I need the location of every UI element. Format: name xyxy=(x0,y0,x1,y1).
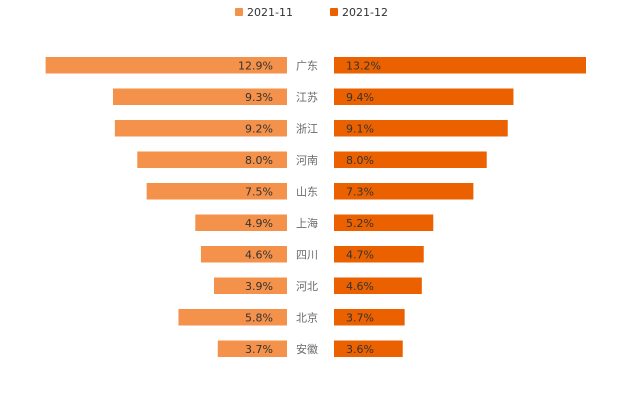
value-label-2021-12-row-9: 3.6% xyxy=(346,343,374,356)
category-label-row-1: 江苏 xyxy=(296,91,318,104)
value-label-2021-11-row-1: 9.3% xyxy=(245,91,273,104)
bar-2021-11-row-4 xyxy=(146,183,287,200)
category-label-row-8: 北京 xyxy=(296,310,318,324)
legend-label-2021-12: 2021-12 xyxy=(342,6,388,19)
value-label-2021-12-row-3: 8.0% xyxy=(346,154,374,167)
value-label-2021-11-row-7: 3.9% xyxy=(245,280,273,293)
bar-2021-11-row-8 xyxy=(178,309,287,326)
value-label-2021-12-row-8: 3.7% xyxy=(346,311,374,324)
bar-2021-11-row-2 xyxy=(114,120,288,137)
value-label-2021-11-row-5: 4.9% xyxy=(245,217,273,230)
category-label-row-0: 广东 xyxy=(296,59,318,72)
bar-2021-12-row-1 xyxy=(334,88,514,105)
value-label-2021-12-row-0: 13.2% xyxy=(346,59,381,72)
bar-2021-12-row-9 xyxy=(334,340,403,357)
bar-2021-12-row-8 xyxy=(334,309,405,326)
category-label-row-5: 上海 xyxy=(296,216,318,230)
bar-2021-11-row-3 xyxy=(137,151,287,168)
value-label-2021-12-row-1: 9.4% xyxy=(346,91,374,104)
value-label-2021-12-row-2: 9.1% xyxy=(346,122,374,135)
value-label-2021-12-row-6: 4.7% xyxy=(346,248,374,261)
bar-2021-11-row-9 xyxy=(217,340,287,357)
value-label-2021-12-row-5: 5.2% xyxy=(346,217,374,230)
bar-2021-12-row-5 xyxy=(334,214,434,231)
category-label-row-4: 山东 xyxy=(296,185,318,198)
bar-2021-11-row-1 xyxy=(112,88,288,105)
value-label-2021-11-row-8: 5.8% xyxy=(245,311,273,324)
bar-2021-12-row-4 xyxy=(334,183,474,200)
bar-2021-12-row-7 xyxy=(334,277,422,294)
value-label-2021-11-row-2: 9.2% xyxy=(245,122,273,135)
bar-2021-12-row-0 xyxy=(334,57,586,74)
value-label-2021-11-row-9: 3.7% xyxy=(245,343,273,356)
category-label-row-7: 河北 xyxy=(296,280,318,293)
bar-2021-12-row-6 xyxy=(334,246,424,263)
value-label-2021-11-row-4: 7.5% xyxy=(245,185,273,198)
bar-2021-11-row-0 xyxy=(45,57,288,74)
legend-label-2021-11: 2021-11 xyxy=(247,6,293,19)
value-label-2021-11-row-0: 12.9% xyxy=(238,59,273,72)
value-label-2021-11-row-3: 8.0% xyxy=(245,154,273,167)
plot-area: 12.9% 广东 13.2% 9.3% 江苏 9.4% 9.2% 浙江 9.1% 8.0% 河南 8.… xyxy=(45,57,586,357)
bar-2021-12-row-2 xyxy=(334,120,508,137)
legend-swatch-2021-12 xyxy=(330,8,338,16)
category-label-row-3: 河南 xyxy=(296,154,318,167)
value-label-2021-12-row-7: 4.6% xyxy=(346,280,374,293)
category-label-row-6: 四川 xyxy=(296,248,318,261)
bar-2021-11-row-5 xyxy=(195,214,287,231)
bar-2021-12-row-3 xyxy=(334,151,487,168)
bar-2021-11-row-6 xyxy=(200,246,287,263)
category-label-row-2: 浙江 xyxy=(296,122,318,135)
legend: 2021-11 2021-12 xyxy=(235,6,388,19)
category-label-row-9: 安徽 xyxy=(296,342,318,356)
legend-swatch-2021-11 xyxy=(235,8,243,16)
bar-2021-11-row-7 xyxy=(214,277,287,294)
value-label-2021-12-row-4: 7.3% xyxy=(346,185,374,198)
value-label-2021-11-row-6: 4.6% xyxy=(245,248,273,261)
